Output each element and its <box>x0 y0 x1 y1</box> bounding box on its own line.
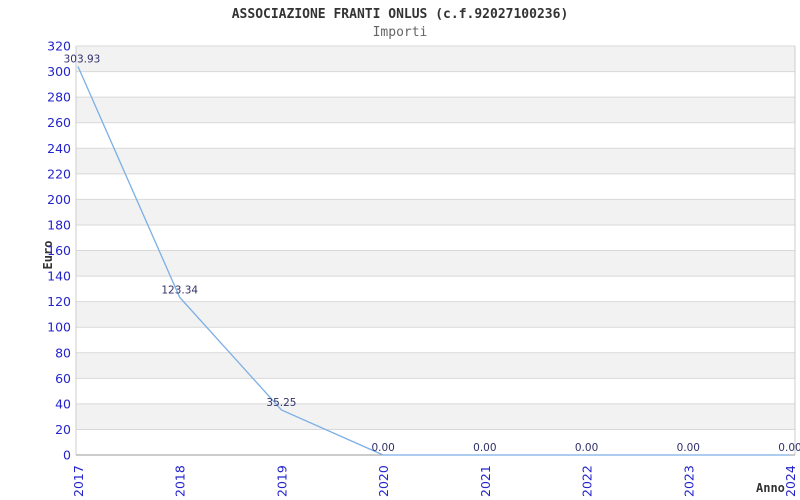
plot-band <box>76 250 795 277</box>
data-label: 0.00 <box>473 442 496 454</box>
y-tick-label: 20 <box>55 422 71 437</box>
y-tick-label: 200 <box>47 192 71 207</box>
x-tick-label: 2017 <box>71 465 86 497</box>
plot-band <box>76 199 795 225</box>
x-tick-label: 2021 <box>478 465 493 497</box>
data-label: 0.00 <box>371 442 394 454</box>
data-label: 303.93 <box>64 54 101 66</box>
y-tick-label: 220 <box>47 166 71 181</box>
y-tick-label: 40 <box>55 396 71 411</box>
chart-title: ASSOCIAZIONE FRANTI ONLUS (c.f.920271002… <box>231 7 569 22</box>
y-tick-label: 320 <box>47 39 71 54</box>
plot-band <box>76 148 795 174</box>
data-label: 0.00 <box>778 442 800 454</box>
y-tick-label: 300 <box>47 64 71 79</box>
x-tick-label: 2023 <box>681 465 696 497</box>
data-label: 123.34 <box>161 284 198 296</box>
x-tick-label: 2020 <box>376 465 391 497</box>
x-tick-label: 2024 <box>783 465 798 497</box>
y-tick-label: 80 <box>55 345 71 360</box>
x-tick-label: 2018 <box>173 465 188 497</box>
y-tick-label: 240 <box>47 141 71 156</box>
y-tick-label: 180 <box>47 217 71 232</box>
chart-subtitle: Importi <box>372 25 428 40</box>
x-tick-label: 2019 <box>274 465 289 497</box>
y-tick-label: 260 <box>47 115 71 130</box>
plot-band <box>76 46 795 72</box>
y-tick-label: 280 <box>47 90 71 105</box>
plot-band <box>76 352 795 379</box>
plot-band <box>76 403 795 430</box>
x-tick-label: 2022 <box>580 465 595 497</box>
x-axis-title: Anno <box>756 481 785 495</box>
y-axis-title: Euro <box>41 240 55 270</box>
plot-band <box>76 97 795 123</box>
plot-band <box>76 301 795 328</box>
series-line-importi <box>77 66 790 456</box>
data-label: 0.00 <box>677 442 700 454</box>
data-label: 0.00 <box>575 442 598 454</box>
y-tick-label: 60 <box>55 371 71 386</box>
data-label: 35.25 <box>266 397 296 409</box>
y-tick-label: 100 <box>47 320 71 335</box>
y-tick-label: 120 <box>47 294 71 309</box>
y-tick-label: 0 <box>63 448 71 463</box>
